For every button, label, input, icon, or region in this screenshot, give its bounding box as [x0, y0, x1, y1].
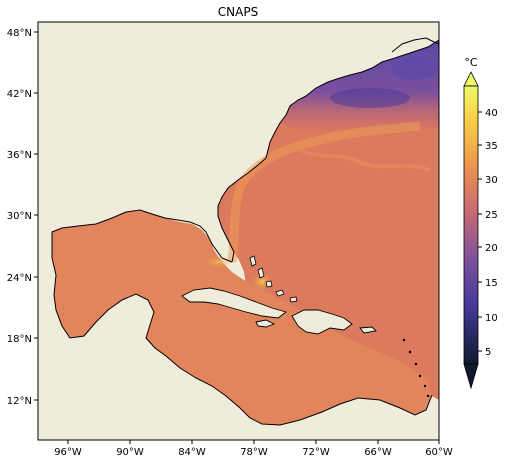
gulf-stream	[227, 121, 421, 263]
lat-tick-label: 24°N	[7, 273, 32, 284]
map-axes	[38, 22, 439, 440]
cold-shelf	[391, 56, 439, 80]
map-frame	[37, 21, 440, 441]
colorbar-tick-labels: 40 35 30 25 20 15 10 5	[485, 108, 498, 358]
puerto-rico-island	[359, 326, 377, 334]
jamaica-island	[255, 319, 276, 328]
lat-tick-label: 18°N	[7, 334, 32, 345]
lat-tick-label: 42°N	[7, 89, 32, 100]
colorbar-tick-label: 15	[485, 278, 498, 289]
map-title: CNAPS	[218, 5, 258, 19]
lat-tick-label: 30°N	[7, 211, 32, 222]
lon-tick-label: 90°W	[116, 447, 144, 458]
lon-tick-label: 96°W	[54, 447, 82, 458]
colorbar-unit-label: °C	[464, 56, 478, 69]
lon-tick-labels: 96°W 90°W 84°W 78°W 72°W 66°W 60°W	[54, 447, 453, 458]
lat-tick-label: 48°N	[7, 28, 32, 39]
lesser-antilles	[402, 338, 430, 398]
colorbar-tick-label: 40	[485, 108, 498, 119]
warm-eddies	[299, 148, 431, 172]
colorbar-tick-label: 30	[485, 175, 498, 186]
colorbar: °C 40 35 30 25 20 15 10 5	[463, 56, 498, 390]
cold-core	[330, 88, 410, 108]
hispaniola-island	[291, 309, 353, 335]
lon-tick-label: 84°W	[178, 447, 206, 458]
colorbar-extend-max	[463, 71, 479, 87]
lon-tick-label: 72°W	[302, 447, 330, 458]
lon-tick-label: 66°W	[364, 447, 392, 458]
cuba-island	[181, 287, 287, 319]
colorbar-tick-label: 25	[485, 210, 498, 221]
lon-tick-label: 60°W	[425, 447, 453, 458]
colorbar-extend-min	[463, 363, 479, 390]
nova-scotia-coast	[391, 37, 439, 53]
colorbar-tick-label: 5	[485, 347, 491, 358]
lat-tick-label: 12°N	[7, 396, 32, 407]
gulf-caribbean	[52, 210, 432, 425]
colorbar-bar	[463, 85, 479, 365]
lat-tick-marks	[34, 31, 38, 401]
lat-tick-label: 36°N	[7, 150, 32, 161]
bahamas-islands	[249, 255, 298, 303]
colorbar-tick-label: 20	[485, 243, 498, 254]
lon-tick-marks	[67, 440, 440, 444]
colorbar-tick-marks	[478, 111, 482, 352]
lon-tick-label: 78°W	[240, 447, 268, 458]
colorbar-tick-label: 35	[485, 141, 498, 152]
gulf-coastline	[51, 209, 433, 426]
florida-straits-warm	[204, 256, 232, 268]
colorbar-tick-label: 10	[485, 313, 498, 324]
us-east-coastline	[217, 39, 439, 263]
lat-tick-labels: 48°N 42°N 36°N 30°N 24°N 18°N 12°N	[7, 28, 32, 407]
